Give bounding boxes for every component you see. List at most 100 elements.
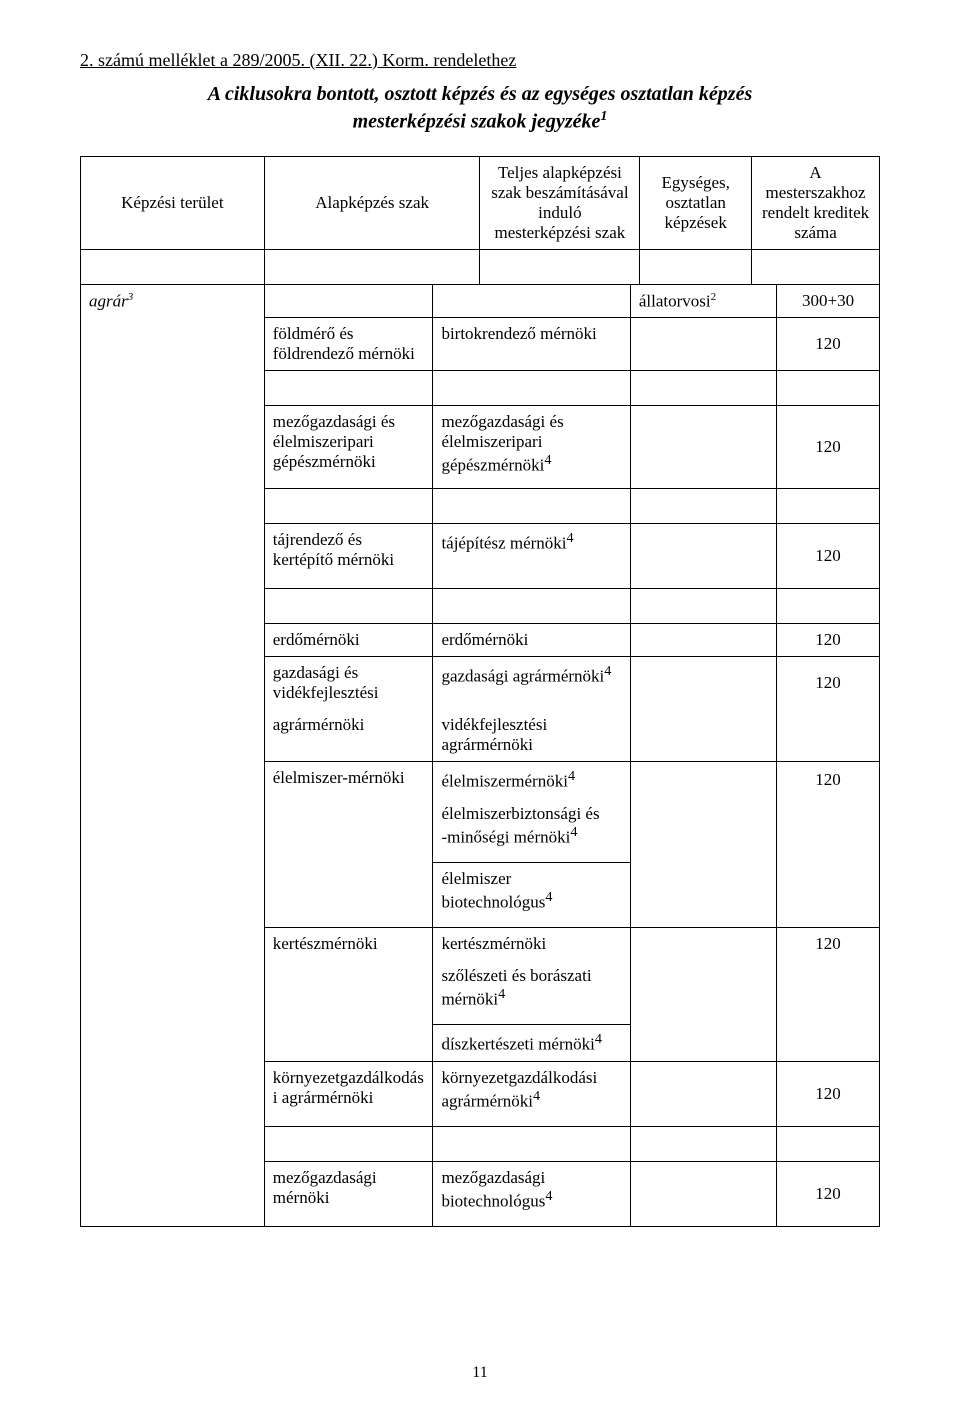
master-text: tájépítész mérnöki <box>441 534 566 553</box>
master-birtokrendezo: birtokrendező mérnöki <box>433 318 630 371</box>
base-elelmiszer: élelmiszer-mérnöki <box>265 762 433 798</box>
base-kertesz: kertészmérnöki <box>265 927 433 960</box>
row-kerteszmern-b: szőlészeti és borászati mérnöki4 <box>265 960 879 1025</box>
master-text: mezőgazdasági és élelmiszeripari <box>441 412 563 451</box>
master-text2: -minőségi mérnöki <box>441 828 570 847</box>
spacer-row <box>81 249 880 284</box>
base-kornyezet: környezetgazdálkodási agrármérnöki <box>265 1061 433 1126</box>
base-gazdasagi-b: agrármérnöki <box>265 709 433 762</box>
title-line-1: A ciklusokra bontott, osztott képzés és … <box>208 83 752 105</box>
master-sup: 4 <box>498 986 505 1002</box>
master-sup: 4 <box>533 1088 540 1104</box>
master-text2: biotechnológus <box>441 1191 545 1210</box>
master-text2: agrármérnöki <box>441 1091 533 1110</box>
master-mezogazd: mezőgazdasági biotechnológus4 <box>433 1161 630 1226</box>
domain-sup: 3 <box>128 291 134 303</box>
master-text: környezetgazdálkodási <box>441 1068 597 1087</box>
title-line-2: mesterképzési szakok jegyzéke <box>353 111 601 133</box>
master-text: gazdasági agrármérnöki <box>441 667 604 686</box>
master-videkfejl: vidékfejlesztési agrármérnöki <box>433 709 630 762</box>
master-sup: 4 <box>544 452 551 468</box>
inner-table: állatorvosi2 300+30 földmérő és földrend… <box>265 285 879 1226</box>
title-sup: 1 <box>600 109 607 124</box>
row-elelmiszer-a: élelmiszer-mérnöki élelmiszermérnöki4 12… <box>265 762 879 798</box>
row-mezogazd: mezőgazdasági mérnöki mezőgazdasági biot… <box>265 1161 879 1226</box>
row-elelmiszer-c: élelmiszer biotechnológus4 <box>265 862 879 927</box>
credit-r7: 120 <box>777 927 879 960</box>
credit-r9: 120 <box>777 1161 879 1226</box>
master-sup: 4 <box>545 1188 552 1204</box>
row-kerteszmern-a: kertészmérnöki kertészmérnöki 120 <box>265 927 879 960</box>
annex-line: 2. számú melléklet a 289/2005. (XII. 22.… <box>80 50 880 71</box>
master-text: élelmiszermérnöki <box>441 772 568 791</box>
master-sup: 4 <box>604 663 611 679</box>
row-erdo: erdőmérnöki erdőmérnöki 120 <box>265 624 879 657</box>
master-elelmiszerbiotech: élelmiszer biotechnológus4 <box>433 862 630 927</box>
main-title: A ciklusokra bontott, osztott képzés és … <box>120 81 840 136</box>
credit-r4: 120 <box>777 624 879 657</box>
master-sup: 4 <box>570 824 577 840</box>
row-foldmero: földmérő és földrendező mérnöki birtokre… <box>265 318 879 371</box>
credit-r2: 120 <box>777 406 879 489</box>
master-erdo: erdőmérnöki <box>433 624 630 657</box>
spacer-r8 <box>265 1126 879 1161</box>
page-container: 2. számú melléklet a 289/2005. (XII. 22.… <box>0 0 960 1402</box>
row-kerteszmern-c: díszkertészeti mérnöki4 <box>265 1024 879 1061</box>
master-text2: biotechnológus <box>441 893 545 912</box>
master-text: díszkertészeti mérnöki <box>441 1035 594 1054</box>
header-row: Képzési terület Alapképzés szak Teljes a… <box>81 156 880 249</box>
base-erdo: erdőmérnöki <box>265 624 433 657</box>
master-sup: 4 <box>567 530 574 546</box>
spacer-r1 <box>265 371 879 406</box>
master-mezogepesz: mezőgazdasági és élelmiszeripari gépészm… <box>433 406 630 489</box>
master-elelmiszer: élelmiszermérnöki4 <box>433 762 630 798</box>
master-diszkerteszeti: díszkertészeti mérnöki4 <box>433 1024 630 1061</box>
credit-r5: 120 <box>777 657 879 710</box>
master-tajepitesz: tájépítész mérnöki4 <box>433 524 630 589</box>
header-col5: A mesterszakhoz rendelt kreditek száma <box>752 156 880 249</box>
row-kornyezet: környezetgazdálkodási agrármérnöki körny… <box>265 1061 879 1126</box>
domain-cell: agrár3 <box>81 284 265 1226</box>
master-kertesz: kertészmérnöki <box>433 927 630 960</box>
master-sup: 4 <box>595 1031 602 1047</box>
row-allatorvosi: állatorvosi2 300+30 <box>265 285 879 318</box>
master-text2: mérnöki <box>441 990 498 1009</box>
row-elelmiszer-b: élelmiszerbiztonsági és -minőségi mérnök… <box>265 798 879 863</box>
main-table: Képzési terület Alapképzés szak Teljes a… <box>80 156 880 1227</box>
master-text: élelmiszerbiztonsági és <box>441 804 599 823</box>
master-szoleszeti: szőlészeti és borászati mérnöki4 <box>433 960 630 1025</box>
row-mezogepesz: mezőgazdasági és élelmiszeripari gépészm… <box>265 406 879 489</box>
credit-r3: 120 <box>777 524 879 589</box>
master-text: élelmiszer <box>441 869 511 888</box>
master-gazdasagi: gazdasági agrármérnöki4 <box>433 657 630 710</box>
row-gazdasagi-a: gazdasági és vidékfejlesztési gazdasági … <box>265 657 879 710</box>
base-foldmero: földmérő és földrendező mérnöki <box>265 318 433 371</box>
master-sup: 4 <box>568 768 575 784</box>
domain-name: agrár <box>89 291 128 310</box>
header-col4: Egységes, osztatlan képzések <box>640 156 752 249</box>
page-number: 11 <box>0 1364 960 1382</box>
credit-allatorvosi: 300+30 <box>777 285 879 318</box>
unified-sup: 2 <box>711 291 717 303</box>
spacer-r3 <box>265 589 879 624</box>
unified-allatorvosi: állatorvosi2 <box>630 285 776 318</box>
unified-text: állatorvosi <box>639 291 711 310</box>
credit-r1: 120 <box>777 318 879 371</box>
credit-r8: 120 <box>777 1061 879 1126</box>
master-text: mezőgazdasági <box>441 1168 545 1187</box>
header-col2: Alapképzés szak <box>264 156 480 249</box>
row-gazdasagi-b: agrármérnöki vidékfejlesztési agrármérnö… <box>265 709 879 762</box>
header-col3: Teljes alapképzési szak beszámításával i… <box>480 156 640 249</box>
master-text: szőlészeti és borászati <box>441 966 591 985</box>
master-elelmiszerbizt: élelmiszerbiztonsági és -minőségi mérnök… <box>433 798 630 863</box>
spacer-r2 <box>265 489 879 524</box>
base-gazdasagi: gazdasági és vidékfejlesztési <box>265 657 433 710</box>
master-kornyezet: környezetgazdálkodási agrármérnöki4 <box>433 1061 630 1126</box>
base-mezogazd: mezőgazdasági mérnöki <box>265 1161 433 1226</box>
row-tajrendezo: tájrendező és kertépítő mérnöki tájépíté… <box>265 524 879 589</box>
header-col1: Képzési terület <box>81 156 265 249</box>
master-text2: gépészmérnöki <box>441 456 544 475</box>
domain-row: agrár3 állatorvos <box>81 284 880 1226</box>
master-sup: 4 <box>545 889 552 905</box>
base-mezogepesz: mezőgazdasági és élelmiszeripari gépészm… <box>265 406 433 489</box>
